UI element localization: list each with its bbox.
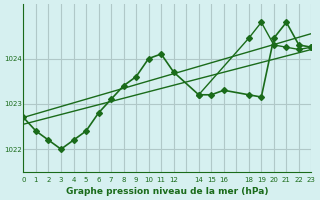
X-axis label: Graphe pression niveau de la mer (hPa): Graphe pression niveau de la mer (hPa) bbox=[66, 187, 269, 196]
